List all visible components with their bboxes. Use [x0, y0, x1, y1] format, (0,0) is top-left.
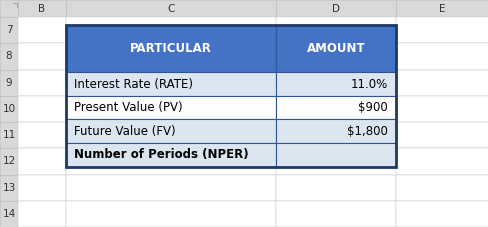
Bar [18, 69, 66, 96]
Bar [0, 43, 18, 69]
Bar [18, 43, 66, 69]
Text: 11.0%: 11.0% [350, 78, 387, 91]
Bar [18, 96, 66, 122]
Bar [66, 43, 275, 69]
Text: 13: 13 [2, 183, 16, 193]
Bar [275, 43, 395, 69]
Text: Number of Periods (NPER): Number of Periods (NPER) [74, 148, 248, 161]
Bar [0, 175, 18, 201]
Bar [395, 69, 488, 96]
Bar [0, 96, 18, 122]
Text: 12: 12 [2, 156, 16, 166]
Bar [18, 148, 66, 175]
Bar [395, 148, 488, 175]
Bar [0, 122, 18, 148]
Text: PARTICULAR: PARTICULAR [130, 42, 211, 55]
Bar [66, 25, 395, 166]
Bar [66, 122, 275, 148]
Bar [395, 0, 488, 17]
Text: $900: $900 [358, 101, 387, 114]
Bar [275, 96, 395, 122]
Bar [275, 119, 395, 143]
Bar [0, 17, 18, 43]
Bar [275, 122, 395, 148]
Bar [395, 43, 488, 69]
Text: 10: 10 [2, 104, 16, 114]
Text: Interest Rate (RATE): Interest Rate (RATE) [74, 78, 193, 91]
Bar [66, 69, 275, 96]
Bar [66, 25, 275, 72]
Bar [275, 148, 395, 175]
Bar [275, 96, 395, 119]
Text: C: C [167, 3, 174, 13]
Bar [395, 17, 488, 43]
Bar [275, 69, 395, 96]
Text: $1,800: $1,800 [346, 125, 387, 138]
Bar [0, 0, 18, 17]
Bar [0, 148, 18, 175]
Text: 9: 9 [6, 78, 12, 88]
Text: E: E [438, 3, 445, 13]
Bar [275, 143, 395, 166]
Bar [395, 201, 488, 227]
Bar [395, 96, 488, 122]
Bar [66, 17, 275, 43]
Text: B: B [39, 3, 45, 13]
Bar [66, 0, 275, 17]
Bar [0, 201, 18, 227]
Text: D: D [331, 3, 339, 13]
Text: Present Value (PV): Present Value (PV) [74, 101, 182, 114]
Text: 14: 14 [2, 209, 16, 219]
Bar [18, 175, 66, 201]
Bar [18, 0, 66, 17]
Bar [275, 201, 395, 227]
Bar [0, 69, 18, 96]
Bar [18, 122, 66, 148]
Bar [275, 25, 395, 72]
Text: 8: 8 [6, 51, 12, 61]
Bar [66, 96, 275, 119]
Bar [66, 143, 275, 166]
Bar [18, 201, 66, 227]
Bar [66, 96, 275, 122]
Bar [275, 0, 395, 17]
Text: Future Value (FV): Future Value (FV) [74, 125, 175, 138]
Bar [66, 201, 275, 227]
Bar [18, 17, 66, 43]
Text: 7: 7 [6, 25, 12, 35]
Bar [66, 72, 275, 96]
Bar [275, 175, 395, 201]
Bar [66, 119, 275, 143]
Bar [395, 175, 488, 201]
Bar [275, 72, 395, 96]
Bar [66, 148, 275, 175]
Text: AMOUNT: AMOUNT [306, 42, 365, 55]
Bar [395, 122, 488, 148]
Text: 11: 11 [2, 130, 16, 140]
Bar [66, 175, 275, 201]
Bar [275, 17, 395, 43]
